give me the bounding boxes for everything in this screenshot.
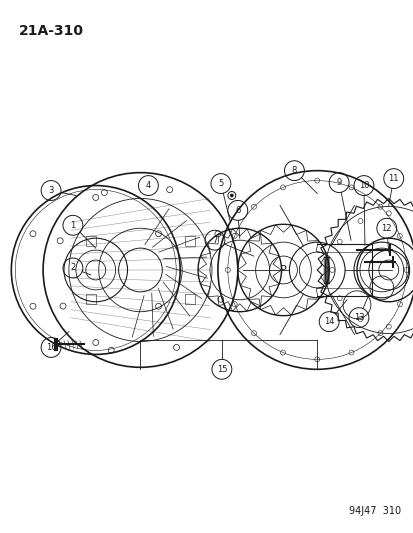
Text: 2: 2 (70, 263, 75, 272)
Bar (85, 236, 95, 246)
Text: 6: 6 (235, 206, 240, 215)
Text: P: P (280, 265, 286, 275)
Bar (85, 294, 95, 304)
Text: 13: 13 (353, 313, 363, 322)
Text: 15: 15 (216, 365, 227, 374)
Text: 1: 1 (70, 221, 75, 230)
Text: 21A-310: 21A-310 (19, 23, 84, 38)
Bar (185, 294, 195, 304)
Circle shape (230, 194, 233, 197)
Text: 12: 12 (381, 224, 391, 233)
Text: 10: 10 (358, 181, 368, 190)
Text: 3: 3 (48, 186, 54, 195)
Text: 14: 14 (323, 317, 334, 326)
Text: 7: 7 (212, 236, 217, 245)
Text: 94J47  310: 94J47 310 (348, 506, 400, 516)
Text: 11: 11 (387, 174, 398, 183)
Text: 9: 9 (336, 178, 341, 187)
Text: 16: 16 (45, 343, 56, 352)
Text: 4: 4 (145, 181, 151, 190)
Text: 5: 5 (218, 179, 223, 188)
Bar (185, 236, 195, 246)
Text: 8: 8 (291, 166, 297, 175)
